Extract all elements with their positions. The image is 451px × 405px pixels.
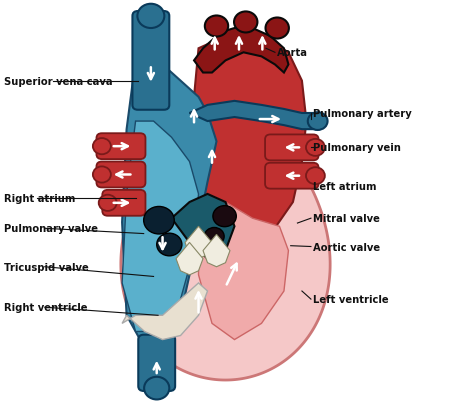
FancyBboxPatch shape bbox=[133, 12, 169, 111]
Circle shape bbox=[156, 234, 182, 256]
Polygon shape bbox=[189, 102, 315, 130]
Circle shape bbox=[99, 195, 117, 211]
Polygon shape bbox=[176, 243, 203, 275]
Text: Pulmonary vein: Pulmonary vein bbox=[313, 143, 401, 153]
Text: Right atrium: Right atrium bbox=[5, 194, 76, 203]
Text: Tricuspid valve: Tricuspid valve bbox=[5, 262, 89, 272]
Text: Pulmonary artery: Pulmonary artery bbox=[313, 109, 412, 119]
Polygon shape bbox=[122, 122, 198, 332]
Circle shape bbox=[144, 377, 169, 399]
Circle shape bbox=[213, 206, 236, 227]
Polygon shape bbox=[198, 194, 289, 340]
FancyBboxPatch shape bbox=[97, 162, 146, 188]
Circle shape bbox=[306, 168, 325, 185]
Polygon shape bbox=[185, 227, 212, 259]
Circle shape bbox=[93, 139, 111, 155]
Circle shape bbox=[306, 140, 325, 156]
FancyBboxPatch shape bbox=[102, 190, 146, 216]
Text: Left atrium: Left atrium bbox=[313, 181, 377, 191]
Circle shape bbox=[234, 13, 258, 33]
Circle shape bbox=[138, 5, 164, 29]
FancyBboxPatch shape bbox=[97, 134, 146, 160]
Polygon shape bbox=[122, 53, 216, 348]
Text: Aortic valve: Aortic valve bbox=[313, 242, 380, 252]
Circle shape bbox=[308, 113, 327, 131]
Text: Left ventricle: Left ventricle bbox=[313, 294, 389, 304]
Circle shape bbox=[93, 167, 111, 183]
Circle shape bbox=[205, 17, 228, 37]
Circle shape bbox=[204, 228, 224, 246]
Text: Mitral valve: Mitral valve bbox=[313, 214, 380, 224]
Polygon shape bbox=[203, 235, 230, 267]
Polygon shape bbox=[122, 283, 207, 340]
Polygon shape bbox=[171, 194, 235, 259]
Text: Pulmonary valve: Pulmonary valve bbox=[5, 224, 98, 234]
Circle shape bbox=[266, 19, 289, 39]
Text: Right ventricle: Right ventricle bbox=[5, 303, 88, 312]
Text: Aorta: Aorta bbox=[277, 48, 308, 58]
FancyBboxPatch shape bbox=[265, 163, 318, 189]
FancyBboxPatch shape bbox=[138, 335, 175, 391]
FancyBboxPatch shape bbox=[265, 135, 318, 161]
Polygon shape bbox=[121, 114, 330, 380]
Circle shape bbox=[144, 207, 174, 234]
Polygon shape bbox=[189, 33, 306, 275]
Text: Superior vena cava: Superior vena cava bbox=[5, 77, 113, 86]
Polygon shape bbox=[194, 29, 289, 73]
